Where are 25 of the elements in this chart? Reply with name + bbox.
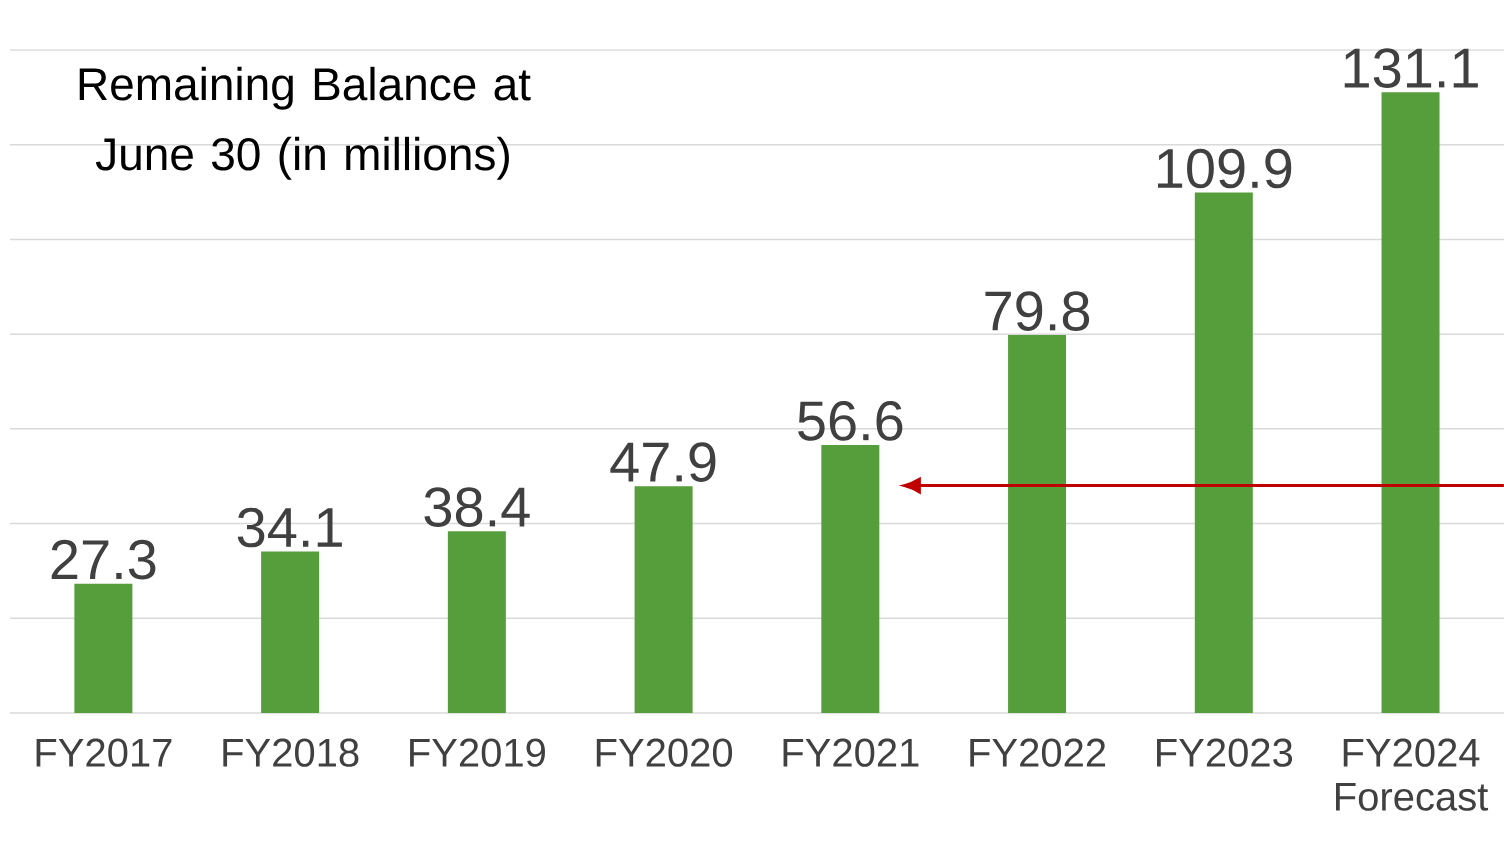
x-tick-label: FY2021 <box>783 738 919 767</box>
bar <box>821 444 880 713</box>
x-tick-label: FY2017 <box>36 738 172 767</box>
data-label: 79.8 <box>985 291 1090 331</box>
data-label: 47.9 <box>610 442 716 482</box>
data-label: 27.3 <box>51 539 156 580</box>
bar <box>261 551 320 713</box>
text: Remaining Balance at June 30 (in millions) <box>79 66 531 180</box>
data-label: 109.9 <box>1158 148 1292 189</box>
bar <box>634 486 693 713</box>
x-tick-label: FY2022 <box>970 738 1106 767</box>
data-label: 56.6 <box>798 401 903 441</box>
x-tick-label: FY2023 <box>1157 738 1293 767</box>
bar <box>74 583 133 713</box>
bar <box>447 531 506 713</box>
bar <box>1194 192 1253 713</box>
bar <box>1381 92 1440 713</box>
data-label: 131.1 <box>1344 48 1478 88</box>
x-tick-label: FY2020 <box>596 738 733 767</box>
x-tick-label: FY2019 <box>410 738 545 767</box>
data-label: 38.4 <box>424 487 530 527</box>
data-label: 34.1 <box>237 507 342 548</box>
bar <box>1008 335 1067 713</box>
x-tick-label: FY2024 Forecast <box>1336 738 1489 811</box>
x-tick-label: FY2018 <box>223 738 359 767</box>
